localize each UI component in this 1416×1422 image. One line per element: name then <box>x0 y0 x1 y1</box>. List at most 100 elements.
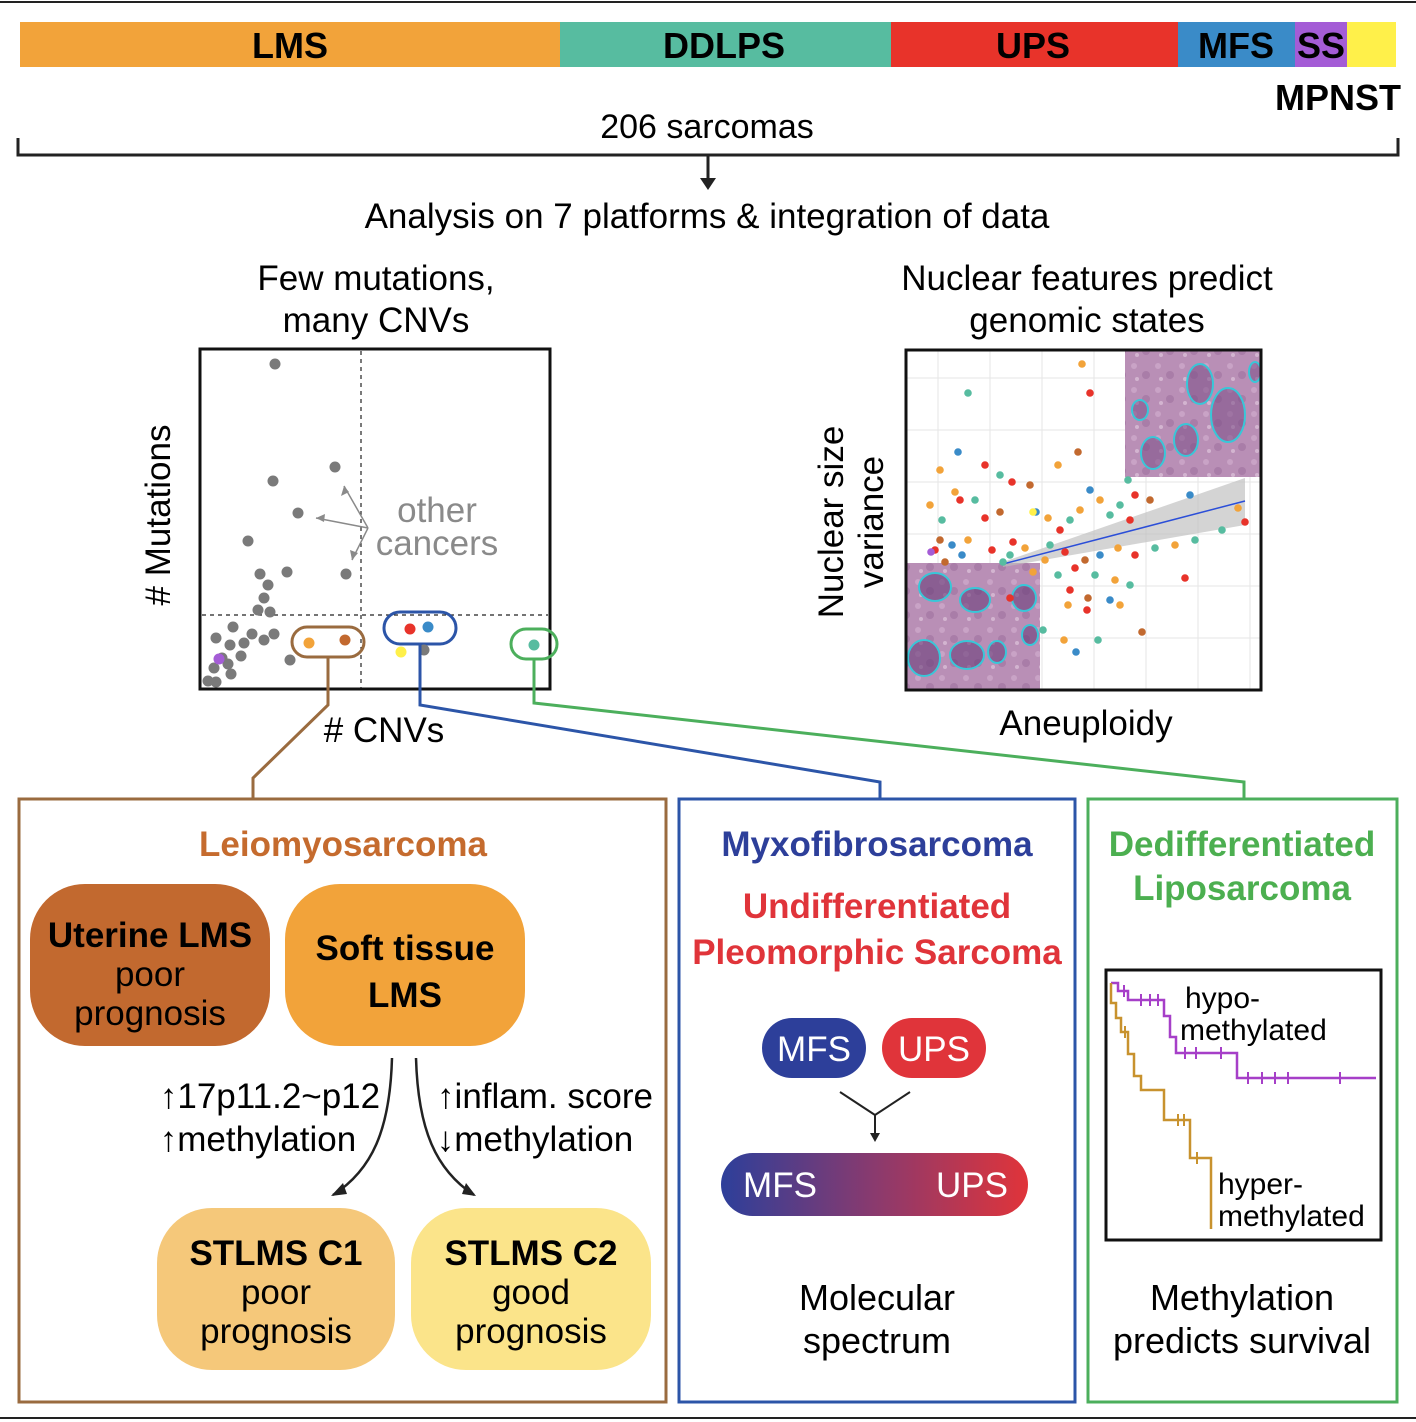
stlms-c1-line1: STLMS C1 <box>189 1234 362 1273</box>
nuclear-feature-point <box>1078 360 1086 368</box>
soft-tissue-lms-line1: Soft tissue <box>316 929 495 968</box>
mfs-pill <box>762 1018 866 1078</box>
nuclear-feature-point <box>1106 511 1114 519</box>
other-cancer-point <box>210 676 222 688</box>
stlms-c2-box <box>411 1208 651 1370</box>
nuclear-feature-point <box>1029 568 1037 576</box>
nuclear-feature-point <box>1081 556 1089 564</box>
nuclear-feature-point <box>1116 501 1124 509</box>
c1-driver-line2: ↑methylation <box>160 1120 356 1159</box>
nuclear-feature-point <box>1116 601 1124 609</box>
nuclear-feature-point <box>1060 636 1068 644</box>
mfs-caption-line2: spectrum <box>803 1320 951 1361</box>
arrow-to-c2 <box>414 1057 475 1197</box>
right-plot <box>904 348 1263 692</box>
nuclear-feature-point <box>927 548 935 556</box>
nuclear-feature-point <box>996 508 1004 516</box>
regression-line <box>1002 500 1246 565</box>
right-plot-ylabel-line2: variance <box>852 456 891 588</box>
hypo-methylated-curve <box>1111 981 1376 1080</box>
ddlps-panel: Dedifferentiated Liposarcoma hypo- methy <box>1086 797 1399 1404</box>
nuclear-feature-point <box>1061 548 1069 556</box>
nuclear-feature-point <box>958 551 966 559</box>
nuclear-feature-point <box>1114 544 1122 552</box>
other-cancer-point <box>235 650 247 662</box>
mfs-ups-gradient-bar <box>721 1153 1028 1216</box>
left-plot-xlabel: # CNVs <box>324 711 445 750</box>
nuclear-feature-point <box>1041 556 1049 564</box>
other-cancer-point <box>258 592 270 604</box>
left-plot-ylabel: # Mutations <box>139 425 178 606</box>
ddlps-caption-line1: Methylation <box>1150 1277 1334 1318</box>
nuclear-feature-point <box>971 496 979 504</box>
nuclear-feature-point <box>938 516 946 524</box>
nuclear-feature-point <box>1006 551 1014 559</box>
right-plot-xlabel: Aneuploidy <box>999 704 1173 743</box>
stlms-c1-box <box>157 1208 395 1370</box>
ups-panel-title-line1: Undifferentiated <box>743 887 1011 926</box>
analysis-label: Analysis on 7 platforms & integration of… <box>365 197 1050 236</box>
nuclear-feature-point <box>1046 541 1054 549</box>
nuclear-feature-point <box>1086 486 1094 494</box>
arrow-to-c1-head <box>331 1183 347 1196</box>
hypo-censor-ticks <box>1123 985 1341 1084</box>
mfs-pill-label: MFS <box>777 1030 851 1069</box>
nuclear-feature-point <box>1026 481 1034 489</box>
other-cancers-label-line1: other <box>397 491 477 530</box>
mpnst-point <box>395 646 407 658</box>
nuclear-feature-point <box>1126 516 1134 524</box>
nuclear-feature-point <box>1008 478 1016 486</box>
nuclear-feature-point <box>964 536 972 544</box>
stlms-c1-line2: poor <box>241 1273 311 1312</box>
soft-tissue-lms-line2: LMS <box>368 976 442 1015</box>
nuclear-feature-point <box>1138 628 1146 636</box>
other-cancers-arrows <box>315 485 369 561</box>
nuclear-feature-point <box>1218 526 1226 534</box>
stlms-c1-line3: prognosis <box>200 1312 352 1351</box>
nuclear-feature-point <box>1151 544 1159 552</box>
merge-lines <box>839 1091 911 1135</box>
uterine-lms-box <box>30 884 270 1046</box>
other-cancer-point <box>329 461 341 473</box>
other-cancers-arrowheads <box>316 486 358 560</box>
survival-plot-frame <box>1104 968 1383 1242</box>
ups-pill <box>882 1018 986 1078</box>
other-cancer-point <box>242 535 254 547</box>
uterine-lms-line3: prognosis <box>74 994 226 1033</box>
ups-point <box>404 623 416 635</box>
bracket-arrow-head <box>700 178 716 190</box>
nuclear-feature-point <box>951 488 959 496</box>
other-cancer-point <box>292 507 304 519</box>
ss-point <box>213 653 225 665</box>
ddlps-caption-line2: predicts survival <box>1113 1320 1371 1361</box>
hyper-label-line1: hyper- <box>1218 1168 1303 1201</box>
gradient-mfs-label: MFS <box>743 1166 817 1205</box>
nuclear-feature-point <box>954 448 962 456</box>
nuclear-feature-point <box>936 536 944 544</box>
other-cancer-point <box>268 628 280 640</box>
ddlps-point <box>528 639 540 651</box>
right-plot-ylabel-line1: Nuclear size <box>812 426 851 619</box>
lms-panel-title: Leiomyosarcoma <box>199 825 487 864</box>
nuclear-feature-point <box>1056 526 1064 534</box>
other-cancer-point <box>284 654 296 666</box>
nuclear-feature-point <box>941 558 949 566</box>
nuclear-feature-point <box>1084 594 1092 602</box>
other-cancer-point <box>208 662 220 674</box>
mfs-connector <box>418 644 882 800</box>
segment-label-ss: SS <box>1297 25 1345 66</box>
segment-ddlps <box>560 22 891 67</box>
nuclear-feature-point <box>1171 541 1179 549</box>
nuclear-feature-point <box>1074 448 1082 456</box>
histology-inset-top <box>1125 350 1262 477</box>
nuclear-feature-point <box>1064 601 1072 609</box>
other-cancer-point <box>264 606 276 618</box>
merge-arrowhead <box>870 1133 880 1142</box>
lms-point-2 <box>339 634 351 646</box>
nuclear-feature-point <box>1071 564 1079 572</box>
hyper-label-line2: methylated <box>1218 1200 1365 1233</box>
stlms-c2-line3: prognosis <box>455 1312 607 1351</box>
c2-driver-line1: ↑inflam. score <box>437 1077 653 1116</box>
stlms-c2-line2: good <box>492 1273 570 1312</box>
nuclear-feature-point <box>1096 496 1104 504</box>
